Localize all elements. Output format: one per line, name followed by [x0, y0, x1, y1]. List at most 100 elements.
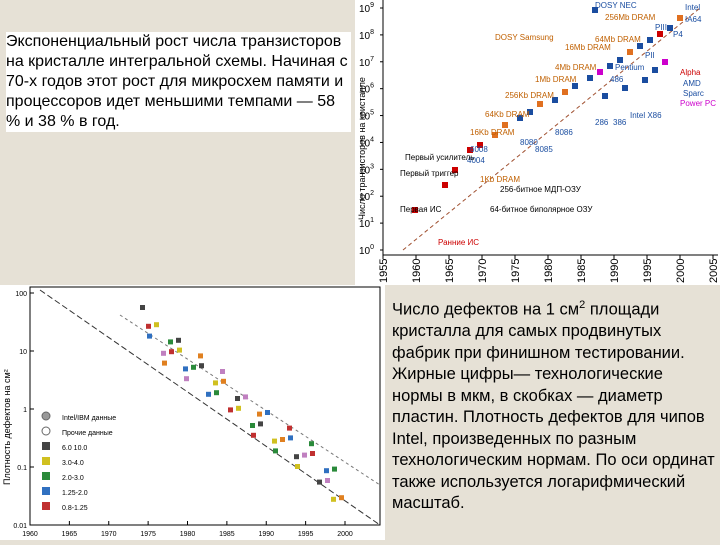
- marker: [236, 405, 241, 411]
- superscript: 2: [579, 299, 586, 311]
- marker: [317, 479, 322, 485]
- figure-label: 16Mb DRAM: [565, 43, 611, 52]
- legend-swatch: [42, 442, 50, 450]
- y-tick-label: 107: [359, 56, 374, 69]
- legend-swatch: [42, 487, 50, 495]
- figure-label: DOSY NEC: [595, 1, 637, 10]
- marker: [154, 322, 159, 328]
- legend-swatch: [42, 502, 50, 510]
- marker: [617, 57, 623, 63]
- marker: [647, 37, 653, 43]
- legend-label: Intel/IBM данные: [62, 415, 116, 422]
- tick-exponent: 3: [370, 163, 374, 170]
- figure-label: 1Mb DRAM: [535, 75, 577, 84]
- legend-label: Прочие данные: [62, 430, 113, 437]
- marker: [572, 83, 578, 89]
- figure-label: 8086: [555, 128, 573, 137]
- marker: [657, 31, 663, 37]
- marker: [597, 69, 603, 75]
- legend-label: 0.8-1.25: [62, 505, 88, 512]
- marker: [287, 425, 292, 431]
- marker: [477, 142, 483, 148]
- tick-base: 10: [359, 165, 371, 176]
- marker: [214, 390, 219, 396]
- text-bottom: Число дефектов на 1 см2 площади кристалл…: [392, 295, 717, 515]
- figure-label: 286: [595, 118, 609, 127]
- figure-label: 256Mb DRAM: [605, 13, 656, 22]
- figure-label: 64Mb DRAM: [595, 35, 641, 44]
- marker: [339, 495, 344, 501]
- x-tick-label: 2000: [675, 259, 687, 283]
- y-tick-label: 0.1: [17, 465, 27, 472]
- marker: [467, 147, 473, 153]
- tick-base: 10: [359, 31, 371, 42]
- marker: [280, 437, 285, 442]
- marker: [662, 59, 668, 65]
- tick-base: 10: [359, 246, 371, 257]
- marker: [331, 496, 336, 502]
- trend-line: [119, 314, 381, 486]
- figure-label: 1Kb DRAM: [480, 175, 520, 184]
- marker: [667, 25, 673, 31]
- figure-label: DOSY Samsung: [495, 33, 554, 42]
- figure-label: Power PC: [680, 99, 716, 108]
- plot-frame: [29, 286, 381, 526]
- legend-label: 3.0-4.0: [62, 460, 84, 467]
- x-tick-label: 1980: [543, 259, 555, 283]
- marker: [258, 421, 263, 427]
- marker: [198, 353, 203, 359]
- y-tick-label: 106: [359, 83, 374, 96]
- y-tick-label: 100: [359, 244, 374, 257]
- marker: [251, 432, 256, 438]
- marker: [199, 363, 204, 369]
- y-tick-label: 101: [359, 217, 374, 230]
- marker: [652, 67, 658, 73]
- tick-base: 10: [359, 58, 371, 69]
- text-part: площади кристалла для самых продвинутых …: [392, 300, 715, 513]
- marker: [176, 337, 181, 343]
- marker: [592, 7, 598, 13]
- x-tick-label: 1980: [180, 531, 196, 538]
- tick-exponent: 1: [370, 217, 374, 224]
- figure-label: P4: [673, 30, 683, 39]
- y-tick-label: 109: [359, 2, 374, 15]
- text-part: Число дефектов на 1 см: [392, 300, 580, 319]
- marker: [146, 323, 151, 329]
- figure-label: 256-битное МДП-ОЗУ: [500, 185, 582, 194]
- x-tick-label: 1960: [411, 259, 423, 283]
- tick-exponent: 4: [370, 136, 374, 143]
- x-tick-label: 1975: [140, 531, 156, 538]
- y-tick-label: 103: [359, 163, 374, 176]
- marker: [295, 464, 300, 469]
- x-tick-label: 1970: [101, 531, 117, 538]
- figure-label: Pentium: [615, 63, 645, 72]
- x-tick-label: 1990: [609, 259, 621, 283]
- marker: [677, 15, 683, 21]
- marker: [220, 369, 225, 374]
- trend-line: [402, 7, 701, 251]
- marker: [517, 115, 523, 121]
- figure-label: Первый триггер: [400, 169, 459, 178]
- legend-swatch: [42, 472, 50, 480]
- marker: [140, 305, 145, 310]
- x-tick-label: 1995: [642, 259, 654, 283]
- figure-label: 386: [613, 118, 627, 127]
- marker: [191, 364, 196, 370]
- marker: [492, 132, 498, 138]
- y-tick-label: 105: [359, 110, 374, 123]
- figure-label: 486: [610, 75, 624, 84]
- figure-label: Intel: [685, 3, 700, 12]
- marker: [332, 466, 337, 472]
- x-tick-label: 1965: [62, 531, 78, 538]
- marker: [169, 349, 174, 355]
- figure-label: 4004: [467, 156, 485, 165]
- x-tick-label: 1995: [298, 531, 314, 538]
- marker: [552, 97, 558, 103]
- figure-label: Intel X86: [630, 111, 662, 120]
- figure-label: 64Kb DRAM: [485, 110, 530, 119]
- x-tick-label: 1985: [219, 531, 235, 538]
- marker: [537, 101, 543, 107]
- figure-label: Sparc: [683, 89, 704, 98]
- marker: [161, 350, 166, 356]
